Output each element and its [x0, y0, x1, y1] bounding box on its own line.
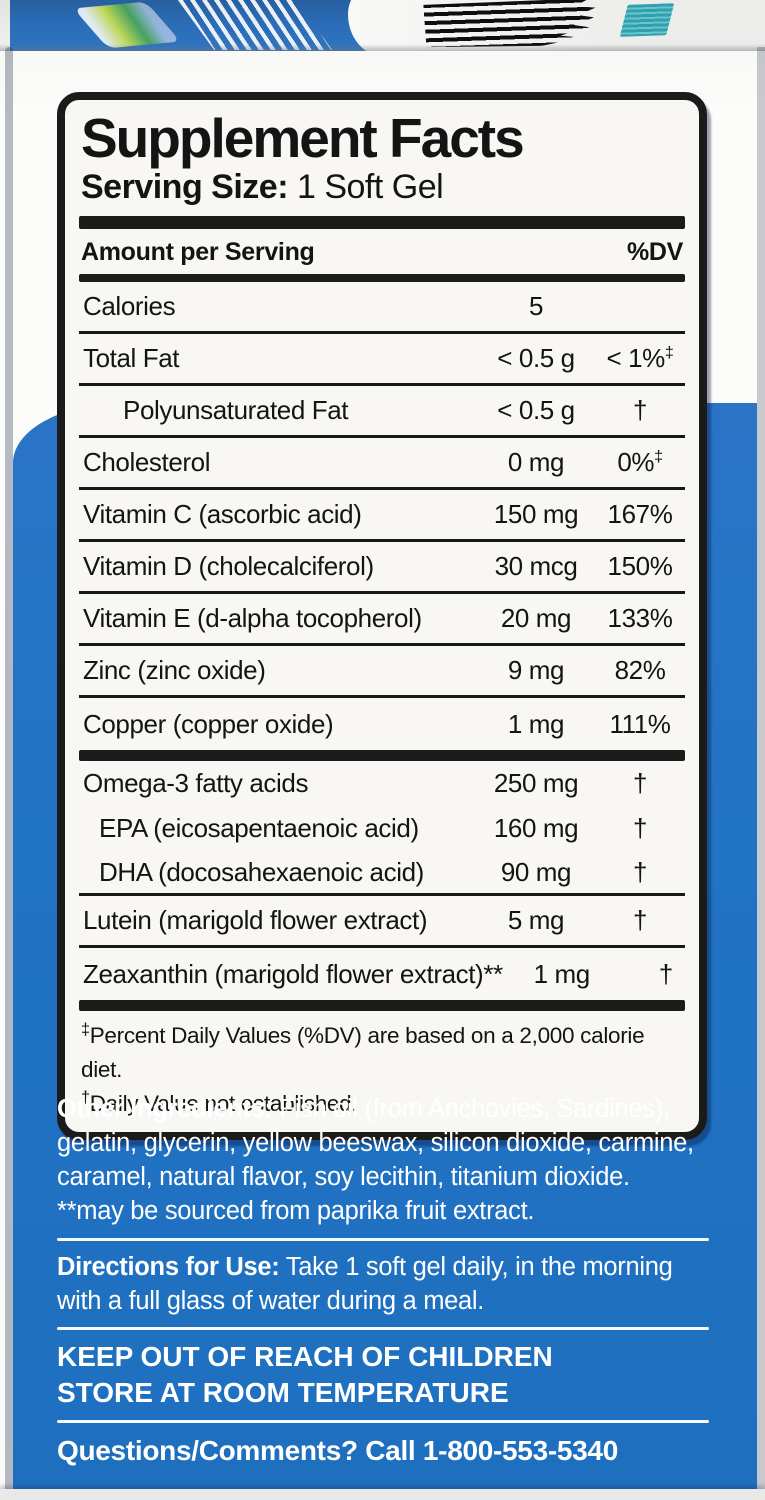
- nutrient-rows-secondary: Omega-3 fatty acids 250 mg † EPA (eicosa…: [79, 761, 685, 1000]
- nutrient-amount: 160 mg: [493, 813, 579, 844]
- other-ingredients-label: Other Ingredients:: [57, 1095, 273, 1123]
- nutrient-row: Vitamin C (ascorbic acid) 150 mg 167%: [79, 490, 685, 543]
- box-left-edge: [5, 47, 13, 1491]
- directions: Directions for Use: Take 1 soft gel dail…: [57, 1252, 673, 1315]
- nutrient-dv: 133%: [607, 603, 673, 634]
- nutrient-name: Copper (copper oxide): [83, 708, 334, 739]
- section-bar: [79, 750, 685, 762]
- nutrient-amount: 250 mg: [493, 768, 579, 799]
- flap-fold-shadow: [0, 44, 765, 51]
- nutrient-row: Polyunsaturated Fat < 0.5 g †: [79, 386, 685, 439]
- footnote: †Daily Value not established.: [81, 1088, 358, 1116]
- serving-size: Serving Size: 1 Soft Gel: [81, 168, 685, 207]
- nutrient-dv: 150%: [607, 551, 673, 582]
- section-bar: [79, 216, 685, 230]
- nutrient-amount: 30 mcg: [494, 551, 578, 582]
- nutrient-dv: 0%‡: [617, 447, 663, 478]
- nutrient-row: Total Fat < 0.5 g < 1%‡: [79, 334, 685, 387]
- serving-size-label: Serving Size:: [81, 168, 289, 207]
- table-header: Amount per Serving %DV: [79, 229, 685, 274]
- nutrient-name: Calories: [83, 291, 176, 322]
- nutrient-dv: †: [632, 856, 648, 887]
- nutrient-dv: 167%: [607, 499, 673, 530]
- nutrient-row: DHA (docosahexaenoic acid) 90 mg †: [79, 851, 685, 897]
- nutrient-amount: 5 mg: [507, 905, 565, 936]
- nutrient-amount: < 0.5 g: [497, 395, 575, 426]
- nutrient-name: Vitamin C (ascorbic acid): [83, 499, 362, 530]
- nutrient-name: EPA (eicosapentaenoic acid): [99, 813, 419, 844]
- nutrient-row: Vitamin E (d-alpha tocopherol) 20 mg 133…: [79, 594, 685, 647]
- panel-title: Supplement Facts: [81, 107, 525, 169]
- footnote: ‡Percent Daily Values (%DV) are based on…: [81, 1020, 645, 1082]
- nutrient-row: Omega-3 fatty acids 250 mg †: [79, 761, 685, 806]
- nutrient-name: Total Fat: [83, 343, 180, 374]
- nutrient-dv: †: [658, 958, 673, 989]
- nutrient-row: Zinc (zinc oxide) 9 mg 82%: [79, 646, 685, 699]
- sourcing-note: **may be sourced from paprika fruit extr…: [57, 1197, 535, 1226]
- nutrient-name: Omega-3 fatty acids: [83, 768, 309, 799]
- nutrient-dv: < 1%‡: [606, 343, 674, 374]
- supplement-facts-panel: Supplement Facts Serving Size: 1 Soft Ge…: [57, 92, 707, 1141]
- nutrient-dv: †: [632, 905, 648, 936]
- nutrient-amount: 20 mg: [500, 603, 572, 634]
- nutrient-name: Vitamin E (d-alpha tocopherol): [83, 603, 422, 634]
- divider: [57, 1419, 709, 1423]
- nutrient-name: Lutein (marigold flower extract): [83, 905, 428, 936]
- nutrient-dv: 82%: [614, 655, 666, 686]
- nutrient-row: Vitamin D (cholecalciferol) 30 mcg 150%: [79, 542, 685, 595]
- nutrient-amount: 90 mg: [500, 856, 572, 887]
- nutrient-name: Zinc (zinc oxide): [83, 655, 266, 686]
- nutrient-dv: †: [632, 813, 648, 844]
- nutrient-dv: †: [632, 395, 648, 426]
- nutrient-amount: 9 mg: [507, 655, 565, 686]
- nutrient-name: DHA (docosahexaenoic acid): [99, 856, 424, 887]
- nutrient-dv: 111%: [609, 708, 671, 739]
- nutrient-row: Copper (copper oxide) 1 mg 111%: [79, 698, 685, 750]
- header-amount: Amount per Serving: [81, 238, 315, 267]
- nutrient-amount: 150 mg: [493, 499, 579, 530]
- nutrient-dv: †: [632, 768, 648, 799]
- nutrient-row: Calories 5: [79, 282, 685, 335]
- nutrient-name: Zeaxanthin (marigold flower extract)**: [83, 958, 503, 989]
- other-ingredients: Other Ingredients: Fish oil (from Anchov…: [57, 1095, 694, 1192]
- nutrient-amount: 5: [528, 291, 544, 322]
- divider: [57, 1237, 709, 1241]
- section-bar: [79, 274, 685, 283]
- info-section: Other Ingredients: Fish oil (from Anchov…: [57, 1092, 709, 1469]
- nutrient-row: Cholesterol 0 mg 0%‡: [79, 438, 685, 491]
- nutrient-amount: 0 mg: [507, 447, 565, 478]
- contact-line: Questions/Comments? Call 1-800-553-5340: [57, 1434, 618, 1466]
- box-bottom-edge: [0, 1489, 765, 1500]
- nutrient-row: Zeaxanthin (marigold flower extract)** 1…: [79, 948, 685, 1000]
- box-top-flap: [0, 0, 765, 51]
- divider: [57, 1326, 709, 1330]
- nutrient-row: EPA (eicosapentaenoic acid) 160 mg †: [79, 806, 685, 851]
- nutrient-name: Polyunsaturated Fat: [123, 395, 349, 426]
- directions-label: Directions for Use:: [57, 1252, 280, 1281]
- warning-line-2: STORE AT ROOM TEMPERATURE: [57, 1376, 509, 1408]
- nutrient-amount: < 0.5 g: [497, 343, 575, 374]
- footnotes: ‡Percent Daily Values (%DV) are based on…: [79, 1019, 685, 1122]
- nutrient-name: Vitamin D (cholecalciferol): [83, 551, 374, 582]
- nutrient-rows-main: Calories 5 Total Fat < 0.5 g < 1%‡ Polyu…: [79, 282, 685, 750]
- serving-size-value: 1 Soft Gel: [296, 168, 444, 207]
- section-bar: [79, 1000, 685, 1012]
- box-right-edge: [757, 47, 765, 1491]
- nutrient-amount: 1 mg: [533, 958, 591, 989]
- nutrient-amount: 1 mg: [507, 708, 565, 739]
- nutrient-name: Cholesterol: [83, 447, 211, 478]
- warning-line-1: KEEP OUT OF REACH OF CHILDREN: [57, 1340, 553, 1372]
- teal-sticker: [619, 3, 675, 37]
- nutrient-row: Lutein (marigold flower extract) 5 mg †: [79, 896, 685, 949]
- header-dv: %DV: [626, 238, 683, 267]
